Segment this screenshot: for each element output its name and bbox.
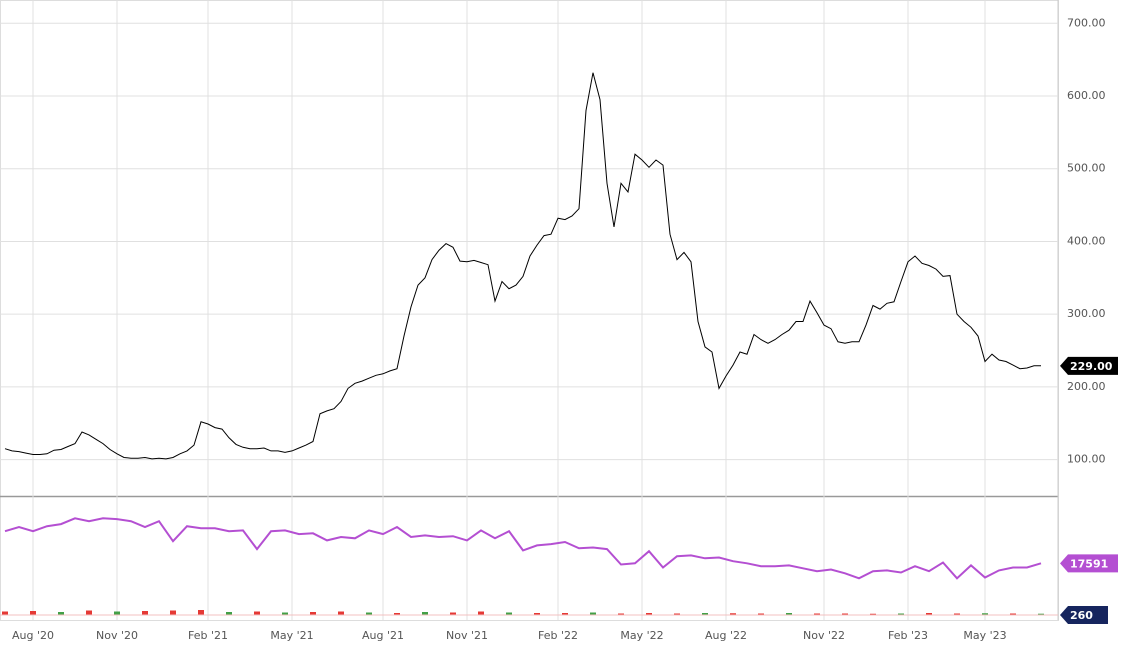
volume-bar <box>2 611 8 615</box>
y-tick-label: 200.00 <box>1067 380 1106 393</box>
volume-bar <box>254 611 260 615</box>
x-tick-label: Nov '20 <box>96 629 138 642</box>
volume-bar <box>954 613 960 615</box>
volume-bar <box>562 613 568 615</box>
volume-bar <box>86 610 92 615</box>
y-tick-label: 600.00 <box>1067 89 1106 102</box>
y-tick-label: 100.00 <box>1067 453 1106 466</box>
volume-bar <box>338 611 344 615</box>
volume-bar <box>422 612 428 615</box>
volume-bar <box>506 612 512 615</box>
volume-bar <box>646 613 652 615</box>
volume-bar <box>898 613 904 615</box>
x-tick-label: Feb '23 <box>888 629 928 642</box>
y-tick-label: 300.00 <box>1067 307 1106 320</box>
volume-bar <box>814 613 820 615</box>
volume-bar <box>758 613 764 615</box>
volume-bar <box>394 613 400 615</box>
series-line <box>4 517 1042 580</box>
x-tick-label: Feb '21 <box>188 629 228 642</box>
x-tick-label: May '23 <box>963 629 1006 642</box>
value-tag-label: 260 <box>1070 609 1093 622</box>
x-tick-label: Aug '21 <box>362 629 404 642</box>
value-tag <box>1060 356 1118 375</box>
x-tick-label: May '21 <box>270 629 313 642</box>
volume-bar <box>1038 613 1044 615</box>
volume-bar <box>674 613 680 615</box>
x-tick-label: May '22 <box>620 629 663 642</box>
volume-bar <box>870 613 876 615</box>
volume-bar <box>926 613 932 615</box>
volume-bar <box>58 612 64 615</box>
volume-bar <box>450 612 456 615</box>
x-tick-label: Aug '22 <box>705 629 747 642</box>
x-tick-label: Nov '22 <box>803 629 845 642</box>
volume-bar <box>702 613 708 615</box>
y-tick-label: 400.00 <box>1067 234 1106 247</box>
volume-bar <box>30 611 36 615</box>
volume-bar <box>786 613 792 615</box>
plot-border <box>0 0 1059 621</box>
volume-bar <box>310 612 316 615</box>
x-tick-label: Feb '22 <box>538 629 578 642</box>
volume-bar <box>730 613 736 615</box>
volume-bar <box>1010 613 1016 615</box>
volume-bar <box>366 612 372 615</box>
volume-bar <box>114 611 120 615</box>
value-tag-label: 17591 <box>1070 557 1108 570</box>
x-tick-label: Nov '21 <box>446 629 488 642</box>
volume-bar <box>170 610 176 615</box>
volume-bar <box>198 610 204 615</box>
volume-bar <box>618 613 624 615</box>
volume-bar <box>142 611 148 615</box>
value-tag <box>1060 554 1118 573</box>
volume-bar <box>590 612 596 615</box>
x-tick-label: Aug '20 <box>12 629 54 642</box>
value-tag <box>1060 606 1108 624</box>
volume-bar <box>982 613 988 615</box>
y-tick-label: 500.00 <box>1067 162 1106 175</box>
volume-bar <box>282 612 288 615</box>
volume-bar <box>534 613 540 615</box>
series-line <box>4 72 1041 460</box>
y-tick-label: 700.00 <box>1067 16 1106 29</box>
volume-bar <box>478 611 484 615</box>
value-tag-label: 229.00 <box>1070 360 1113 373</box>
volume-bar <box>842 613 848 615</box>
volume-bar <box>226 612 232 615</box>
